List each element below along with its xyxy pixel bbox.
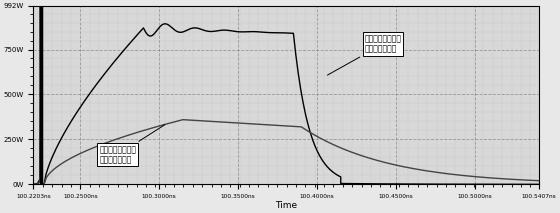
Text: 附加取能电路的开
关损耗时域曲线: 附加取能电路的开 关损耗时域曲线 [99,125,165,164]
X-axis label: Time: Time [275,200,297,210]
Text: 未加取能电路的开
关损耗时域曲线: 未加取能电路的开 关损耗时域曲线 [328,35,402,75]
